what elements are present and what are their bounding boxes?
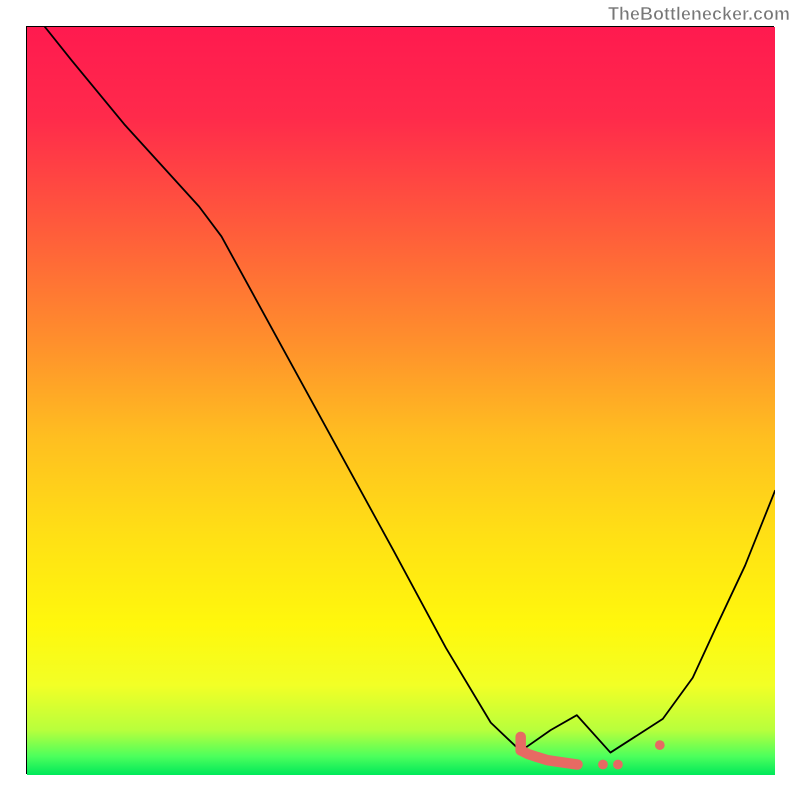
marker-dot — [655, 740, 665, 750]
watermark-text: TheBottlenecker.com — [608, 4, 790, 25]
gradient-background — [27, 27, 775, 775]
chart-svg — [27, 27, 775, 775]
marker-dot — [613, 760, 623, 770]
marker-dot — [598, 760, 608, 770]
chart-container: TheBottlenecker.com — [0, 0, 800, 800]
plot-area — [26, 26, 774, 774]
